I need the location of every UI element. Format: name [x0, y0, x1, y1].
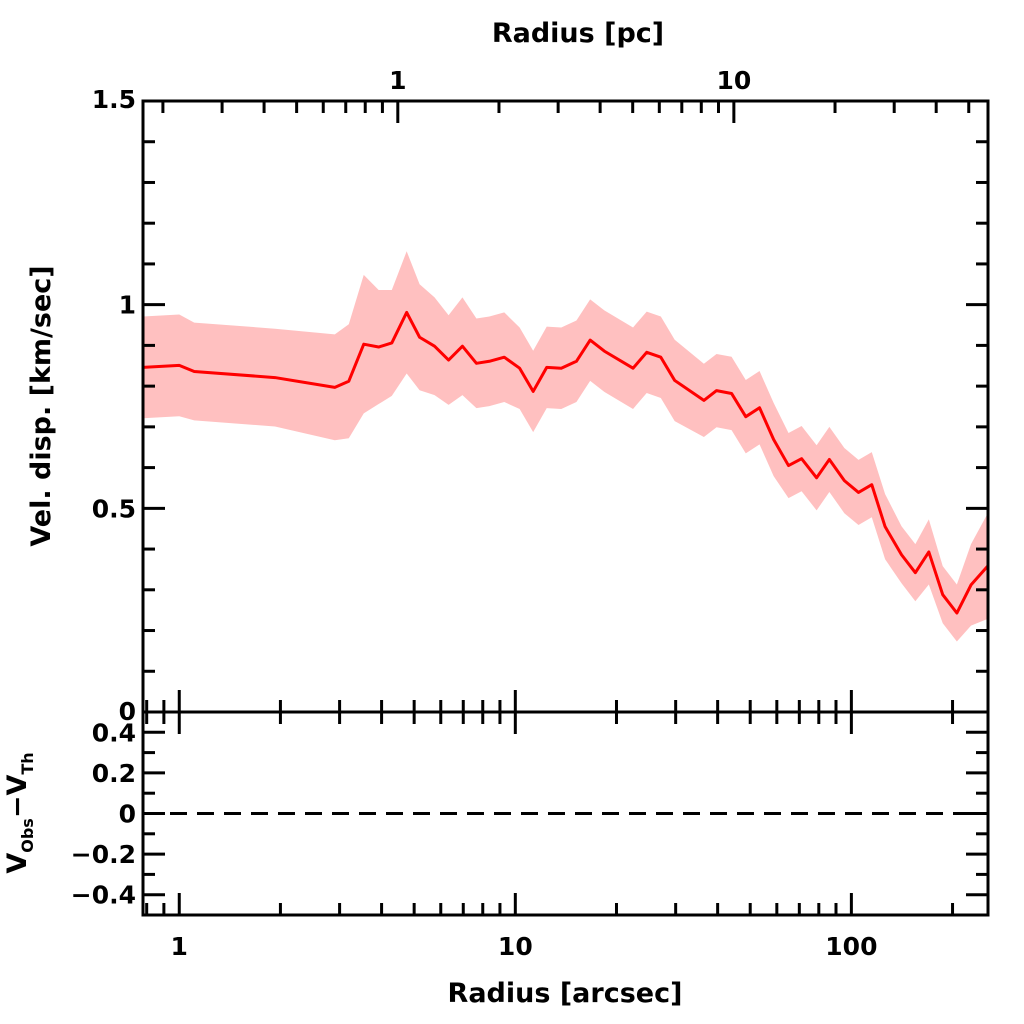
- residual-y-axis-label: VObs−VTh: [2, 752, 37, 873]
- x2-tick-label: 1: [389, 66, 406, 95]
- residual-y-tick-label: 0.4: [92, 718, 136, 747]
- error-band: [143, 251, 988, 642]
- y-tick-label: 1: [119, 291, 136, 320]
- residual-y-tick-label: 0: [119, 800, 136, 829]
- residual-plot-frame: [141, 710, 990, 917]
- x2-axis-label: Radius [pc]: [492, 18, 664, 49]
- x-tick-label: 10: [498, 932, 533, 961]
- y-tick-label: 0.5: [92, 494, 136, 523]
- x-tick-label: 100: [825, 932, 877, 961]
- x-tick-label: 1: [171, 932, 188, 961]
- residual-y-tick-label: −0.2: [71, 840, 136, 869]
- y-tick-label: 1.5: [92, 85, 136, 114]
- data-line-layer: [143, 310, 988, 615]
- y-tick-label: 0: [119, 697, 136, 726]
- x2-tick-label: 10: [716, 66, 751, 95]
- series-line: [143, 310, 988, 615]
- residual-y-tick-label: 0.2: [92, 759, 136, 788]
- error-band-layer: [143, 251, 988, 642]
- residual-y-tick-label: −0.4: [71, 881, 136, 910]
- y-axis-label: Vel. disp. [km/sec]: [26, 265, 57, 546]
- x-axis-label: Radius [arcsec]: [448, 978, 683, 1009]
